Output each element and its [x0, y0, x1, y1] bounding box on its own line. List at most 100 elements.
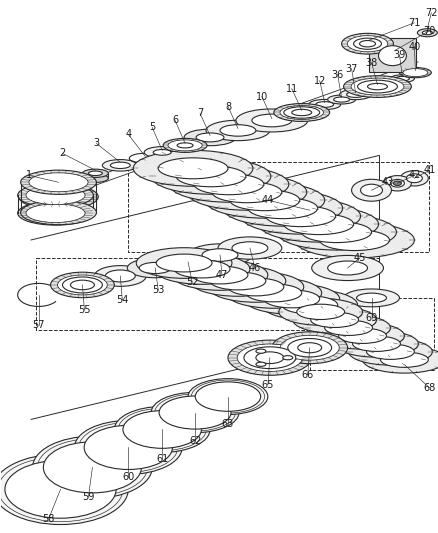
Ellipse shape: [84, 425, 172, 470]
Ellipse shape: [350, 78, 403, 95]
Ellipse shape: [296, 304, 344, 319]
Ellipse shape: [244, 347, 295, 369]
Ellipse shape: [283, 214, 353, 235]
Ellipse shape: [278, 298, 362, 325]
Ellipse shape: [380, 352, 427, 367]
Text: 59: 59: [82, 492, 94, 502]
Ellipse shape: [192, 266, 247, 284]
Ellipse shape: [421, 31, 431, 35]
Text: 53: 53: [152, 285, 164, 295]
Ellipse shape: [346, 92, 364, 98]
Text: 63: 63: [221, 419, 233, 430]
Ellipse shape: [392, 181, 400, 185]
Ellipse shape: [205, 182, 324, 218]
Ellipse shape: [338, 328, 385, 343]
Ellipse shape: [306, 314, 389, 341]
Text: 65: 65: [261, 379, 273, 390]
Text: 62: 62: [188, 437, 201, 447]
Text: 70: 70: [422, 26, 434, 36]
Ellipse shape: [315, 102, 333, 107]
Ellipse shape: [319, 230, 389, 251]
Ellipse shape: [26, 186, 85, 205]
Ellipse shape: [21, 170, 96, 195]
Ellipse shape: [19, 184, 98, 209]
Ellipse shape: [271, 332, 347, 364]
Ellipse shape: [190, 265, 285, 296]
Text: 36: 36: [331, 70, 343, 79]
Ellipse shape: [177, 143, 193, 148]
Ellipse shape: [273, 103, 329, 122]
Ellipse shape: [219, 125, 255, 136]
Text: 41: 41: [422, 165, 434, 175]
Text: 3: 3: [93, 139, 99, 148]
Text: 6: 6: [172, 116, 178, 125]
Ellipse shape: [230, 190, 299, 211]
Ellipse shape: [218, 237, 281, 259]
Ellipse shape: [195, 382, 260, 411]
Ellipse shape: [343, 289, 399, 307]
Ellipse shape: [71, 280, 94, 290]
Ellipse shape: [0, 454, 128, 524]
Ellipse shape: [133, 150, 252, 186]
Ellipse shape: [357, 80, 396, 93]
Ellipse shape: [176, 166, 245, 187]
Ellipse shape: [339, 90, 371, 100]
Ellipse shape: [174, 260, 230, 278]
Ellipse shape: [351, 179, 391, 201]
Ellipse shape: [168, 140, 202, 151]
Ellipse shape: [201, 249, 237, 261]
Ellipse shape: [378, 46, 406, 66]
Ellipse shape: [279, 106, 323, 119]
Ellipse shape: [279, 335, 339, 360]
Ellipse shape: [82, 174, 108, 182]
Ellipse shape: [151, 392, 238, 433]
Ellipse shape: [114, 407, 209, 453]
Text: 2: 2: [59, 148, 65, 158]
Ellipse shape: [366, 344, 413, 359]
Ellipse shape: [362, 346, 438, 373]
Ellipse shape: [320, 322, 403, 349]
Ellipse shape: [36, 175, 81, 190]
Ellipse shape: [74, 421, 182, 474]
Text: 39: 39: [392, 50, 405, 60]
Ellipse shape: [283, 107, 319, 118]
Ellipse shape: [395, 76, 409, 81]
Ellipse shape: [50, 272, 114, 298]
Ellipse shape: [153, 149, 171, 155]
Ellipse shape: [308, 100, 340, 110]
Ellipse shape: [399, 171, 427, 186]
Ellipse shape: [123, 410, 201, 448]
Ellipse shape: [227, 340, 311, 375]
Ellipse shape: [196, 133, 223, 142]
Ellipse shape: [156, 254, 212, 272]
Ellipse shape: [57, 275, 107, 295]
Ellipse shape: [82, 169, 108, 177]
Ellipse shape: [227, 278, 283, 296]
Ellipse shape: [324, 320, 372, 335]
Ellipse shape: [346, 36, 387, 52]
Ellipse shape: [172, 260, 267, 290]
Ellipse shape: [136, 248, 231, 278]
Ellipse shape: [163, 139, 207, 152]
Ellipse shape: [244, 284, 339, 314]
Ellipse shape: [94, 265, 146, 286]
Text: 72: 72: [424, 8, 437, 18]
Ellipse shape: [301, 222, 371, 243]
Text: 66: 66: [301, 370, 313, 379]
Text: 38: 38: [364, 58, 377, 68]
Ellipse shape: [187, 244, 251, 266]
Ellipse shape: [276, 214, 396, 250]
Ellipse shape: [159, 396, 230, 429]
Ellipse shape: [223, 190, 342, 226]
Ellipse shape: [18, 201, 93, 225]
Ellipse shape: [151, 158, 270, 194]
Ellipse shape: [353, 38, 381, 49]
Ellipse shape: [294, 222, 413, 258]
Ellipse shape: [105, 270, 135, 282]
Text: 5: 5: [149, 123, 155, 132]
Text: 46: 46: [248, 263, 261, 273]
Ellipse shape: [367, 83, 387, 90]
Ellipse shape: [399, 68, 431, 78]
Ellipse shape: [263, 290, 319, 308]
Ellipse shape: [231, 242, 267, 254]
